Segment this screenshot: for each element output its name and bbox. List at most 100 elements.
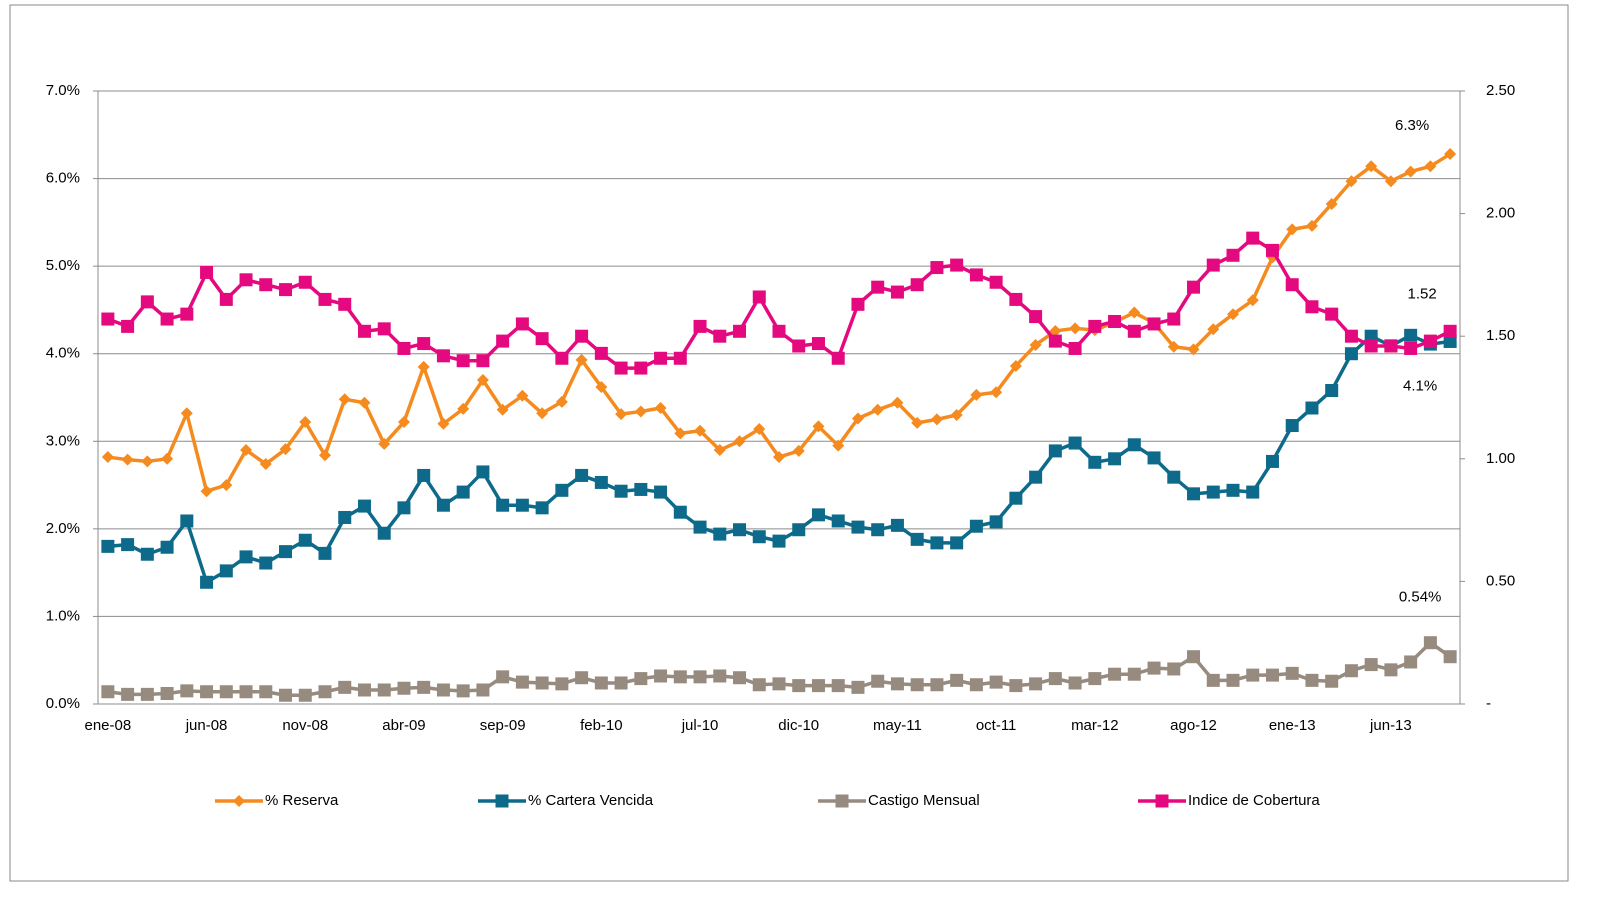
square-marker: [772, 324, 786, 338]
diamond-marker: [516, 389, 529, 402]
series: [101, 148, 1457, 498]
square-marker: [890, 285, 904, 299]
y2-tick-label: 1.50: [1486, 327, 1515, 344]
diamond-marker: [1325, 197, 1338, 210]
square-marker: [1147, 317, 1161, 331]
x-tick-label: jun-08: [185, 717, 228, 734]
square-marker: [811, 679, 825, 693]
diamond-marker: [773, 451, 785, 464]
diamond-marker: [397, 416, 410, 429]
square-marker: [614, 361, 628, 375]
diamond-marker: [378, 437, 391, 450]
square-marker: [496, 498, 510, 512]
square-marker: [259, 556, 273, 570]
y2-tick-label: 1.00: [1486, 450, 1515, 467]
square-marker: [1325, 383, 1339, 397]
diamond-marker: [240, 444, 253, 457]
square-marker: [575, 468, 589, 482]
square-marker: [1009, 491, 1023, 505]
square-marker: [555, 351, 569, 365]
diamond-marker: [180, 407, 193, 420]
square-marker: [1364, 329, 1378, 343]
diamond-marker: [141, 455, 154, 468]
square-marker: [417, 337, 431, 351]
x-tick-label: nov-08: [282, 717, 328, 734]
square-marker: [1384, 663, 1398, 677]
square-marker: [417, 680, 431, 694]
x-tick-label: abr-09: [382, 717, 425, 734]
diamond-marker: [970, 388, 983, 401]
square-marker: [634, 672, 648, 686]
y-tick-label: 4.0%: [46, 345, 80, 362]
square-marker: [634, 482, 648, 496]
square-marker: [397, 501, 411, 515]
square-marker: [219, 685, 233, 699]
square-marker: [792, 339, 806, 353]
square-marker: [733, 523, 747, 537]
square-marker: [1364, 339, 1378, 353]
square-marker: [121, 319, 135, 333]
diamond-marker: [555, 395, 568, 408]
square-marker: [200, 685, 214, 699]
diamond-marker: [1365, 160, 1378, 173]
diamond-marker: [753, 423, 766, 436]
square-marker: [950, 258, 964, 272]
square-marker: [1088, 319, 1102, 333]
square-marker: [515, 675, 529, 689]
diamond-marker: [1227, 308, 1239, 321]
square-marker: [871, 674, 885, 688]
square-marker: [377, 526, 391, 540]
square-marker: [279, 688, 293, 702]
square-marker: [792, 523, 806, 537]
square-marker: [1404, 341, 1418, 355]
x-tick-label: dic-10: [778, 717, 819, 734]
diamond-marker: [1246, 294, 1259, 307]
square-marker: [910, 278, 924, 292]
square-marker: [890, 677, 904, 691]
x-tick-label: jun-13: [1369, 717, 1412, 734]
square-marker: [831, 514, 845, 528]
square-marker: [140, 547, 154, 561]
series: [101, 636, 1457, 702]
square-marker: [200, 265, 214, 279]
legend-label: Castigo Mensual: [868, 792, 980, 809]
diamond-marker: [871, 403, 884, 416]
square-marker: [1443, 324, 1457, 338]
series: [101, 231, 1457, 375]
x-tick-label: ago-12: [1170, 717, 1217, 734]
diamond-marker: [161, 452, 174, 465]
square-marker: [1029, 677, 1043, 691]
square-marker: [1206, 258, 1220, 272]
series: [101, 328, 1457, 589]
y-tick-label: 0.0%: [46, 695, 80, 712]
square-marker: [713, 527, 727, 541]
square-marker: [1325, 674, 1339, 688]
y2-tick-label: 2.50: [1486, 82, 1515, 99]
square-marker: [1068, 676, 1082, 690]
square-marker: [752, 290, 766, 304]
square-marker: [713, 669, 727, 683]
square-marker: [594, 346, 608, 360]
square-marker: [594, 475, 608, 489]
diamond-marker: [694, 424, 707, 437]
square-marker: [219, 564, 233, 578]
square-marker: [180, 514, 194, 528]
square-marker: [969, 678, 983, 692]
square-marker: [950, 536, 964, 550]
y2-tick-label: -: [1486, 695, 1491, 712]
square-marker: [436, 683, 450, 697]
square-marker: [1285, 419, 1299, 433]
square-marker: [1048, 444, 1062, 458]
square-marker: [673, 505, 687, 519]
square-marker: [1127, 667, 1141, 681]
diamond-marker: [575, 353, 588, 366]
diamond-marker: [1207, 323, 1220, 336]
diamond-marker: [358, 396, 371, 409]
square-marker: [1246, 231, 1260, 245]
diamond-marker: [851, 412, 864, 425]
square-marker: [1068, 436, 1082, 450]
square-marker: [851, 297, 865, 311]
square-marker: [890, 518, 904, 532]
square-marker: [338, 680, 352, 694]
legend-label: Indice de Cobertura: [1188, 792, 1320, 809]
